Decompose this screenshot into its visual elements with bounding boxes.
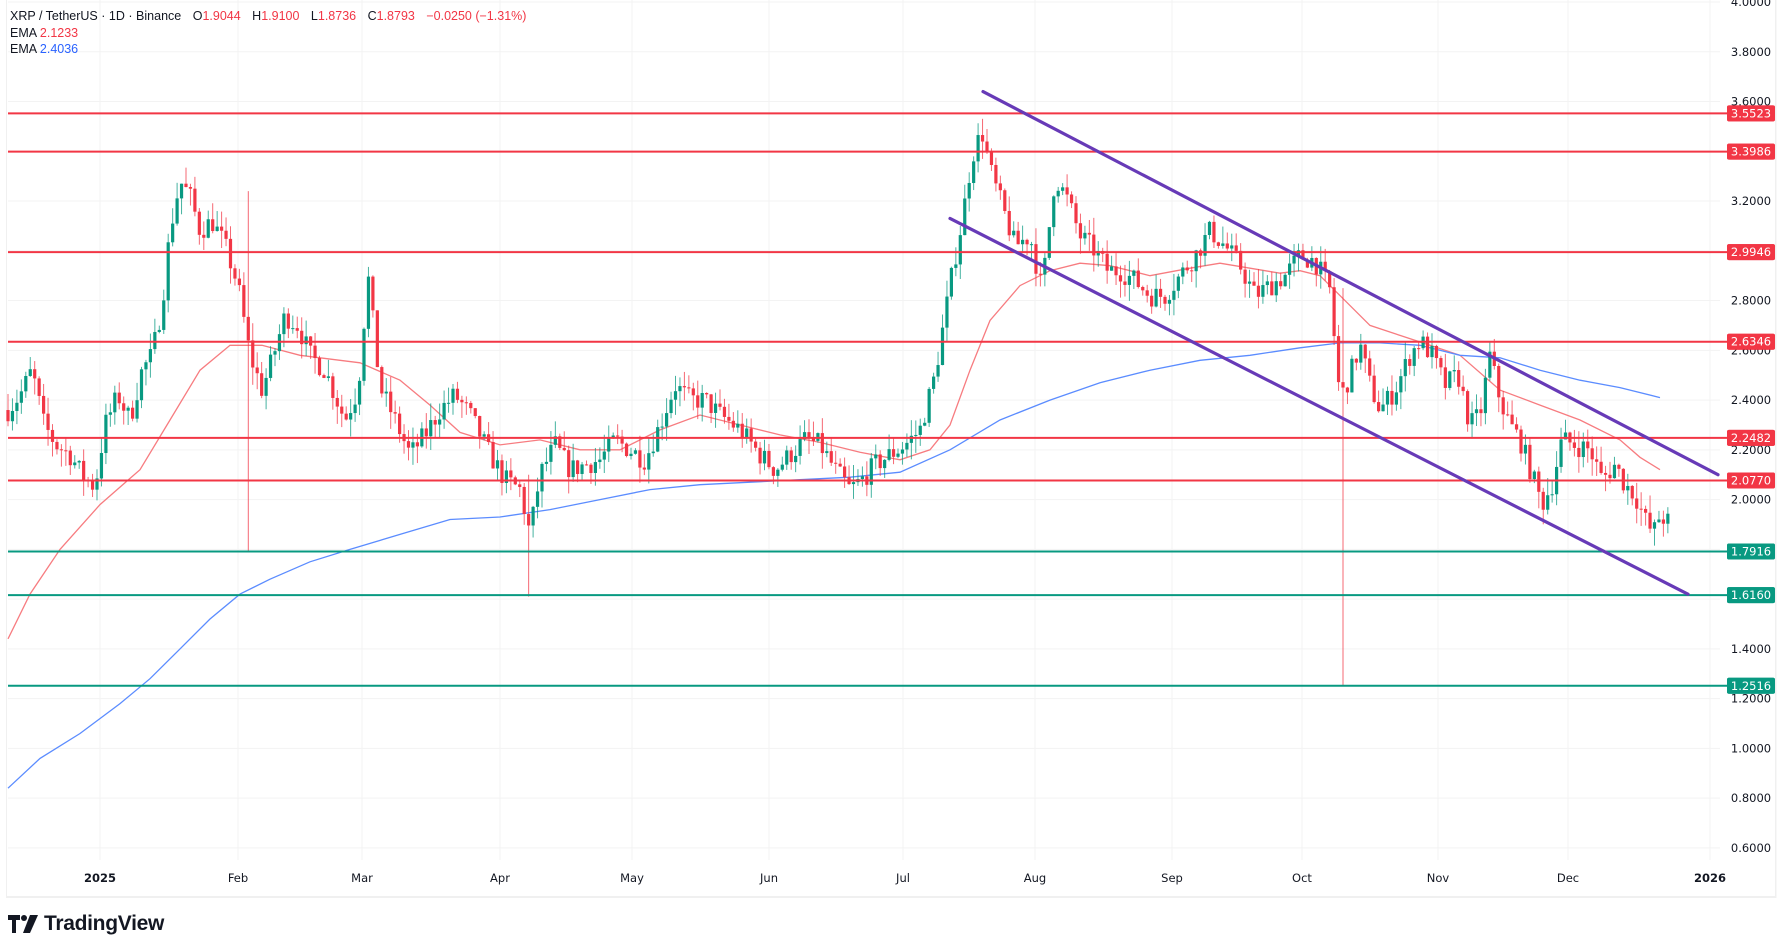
interval[interactable]: 1D (108, 9, 125, 23)
ema-slow-line (7, 342, 1661, 789)
channel-upper (981, 89, 1720, 477)
time-tick: 2025 (84, 871, 116, 885)
indicator-ema-fast[interactable]: EMA 2.1233 (10, 25, 79, 40)
low-label: L (310, 9, 318, 23)
grid-lines (8, 0, 1720, 860)
symbol-name[interactable]: XRP / TetherUS (10, 9, 98, 23)
time-tick: Sep (1161, 871, 1183, 885)
price-tick: 2.2000 (1731, 443, 1771, 457)
time-tick: Dec (1557, 871, 1579, 885)
price-tick: 1.4000 (1731, 642, 1771, 656)
high-label: H (252, 9, 262, 23)
open-value: 1.9044 (202, 9, 241, 23)
price-tick: 3.2000 (1731, 194, 1771, 208)
price-tick: 0.6000 (1731, 841, 1771, 855)
price-tick: 1.2000 (1731, 692, 1771, 706)
svg-text:1.6160: 1.6160 (1731, 588, 1771, 602)
svg-text:2.6346: 2.6346 (1731, 335, 1771, 349)
price-tick: 2.0000 (1731, 493, 1771, 507)
ema-fast-value: 2.1233 (39, 25, 79, 40)
ema-slow-value: 2.4036 (39, 42, 79, 56)
svg-text:2.0770: 2.0770 (1731, 473, 1771, 487)
price-tick: 0.8000 (1731, 791, 1771, 805)
time-tick: 2026 (1694, 871, 1726, 885)
time-tick: Feb (228, 871, 248, 885)
indicator-ema-slow[interactable]: EMA 2.4036 (10, 42, 79, 56)
tradingview-logo[interactable]: TradingView (8, 912, 164, 936)
svg-text:2.9946: 2.9946 (1731, 245, 1771, 259)
price-tick: 3.8000 (1731, 45, 1771, 59)
time-tick: Jul (895, 871, 910, 885)
open-label: O (192, 9, 203, 23)
ema-fast-line (7, 262, 1661, 640)
svg-text:2.2482: 2.2482 (1731, 431, 1771, 445)
tradingview-logo-text: TradingView (44, 912, 165, 935)
close-label: C (367, 9, 377, 23)
channel-lower (948, 216, 1690, 596)
time-tick: Mar (351, 871, 373, 885)
tradingview-logo-icon (8, 915, 38, 933)
price-tick: 2.8000 (1731, 294, 1771, 308)
close-value: 1.8793 (376, 9, 415, 23)
time-tick: Nov (1427, 871, 1450, 885)
candlesticks (6, 118, 1670, 687)
time-tick: Jun (759, 871, 778, 885)
high-value: 1.9100 (261, 9, 300, 23)
svg-text:3.3986: 3.3986 (1731, 145, 1771, 159)
low-value: 1.8736 (317, 9, 357, 23)
change-value: −0.0250 (−1.31%) (426, 9, 527, 23)
price-tick: 3.6000 (1731, 95, 1771, 109)
price-axis[interactable]: 4.00003.80003.60003.20002.80002.60002.40… (1727, 0, 1777, 898)
time-tick: Apr (490, 871, 510, 885)
time-tick: Aug (1024, 871, 1046, 885)
time-tick: May (620, 871, 644, 885)
svg-text:1.7916: 1.7916 (1731, 544, 1771, 558)
time-axis[interactable]: 2025 Feb Mar Apr May Jun Jul Aug Sep Oct Nov Dec 202… (6, 871, 1776, 898)
chart-legend: XRP / TetherUS · 1D · Binance O1.9044 H1… (10, 8, 526, 58)
price-tick: 1.0000 (1731, 741, 1771, 755)
symbol-row[interactable]: XRP / TetherUS · 1D · Binance O1.9044 H1… (10, 9, 527, 23)
price-tick: 4.0000 (1731, 0, 1771, 9)
svg-text:3.5523: 3.5523 (1731, 106, 1771, 120)
price-tick: 2.4000 (1731, 393, 1771, 407)
time-tick: Oct (1292, 871, 1312, 885)
exchange: Binance (136, 9, 182, 23)
svg-text:1.2516: 1.2516 (1731, 679, 1771, 693)
trendlines[interactable] (948, 89, 1720, 596)
